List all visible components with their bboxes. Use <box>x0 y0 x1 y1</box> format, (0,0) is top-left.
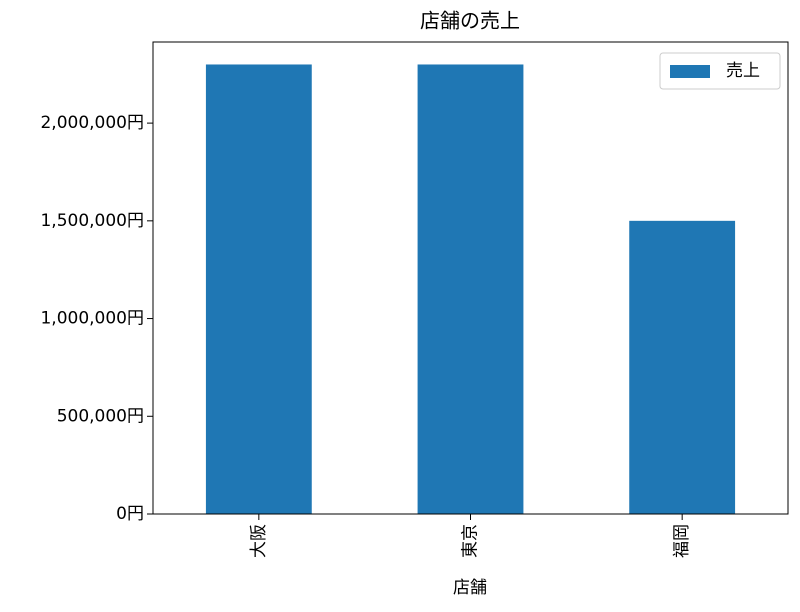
y-tick-label: 0円 <box>116 504 144 524</box>
plot-frame <box>152 41 789 515</box>
y-tick-label: 500,000円 <box>57 406 144 426</box>
chart-title: 店舗の売上 <box>420 9 520 33</box>
legend-swatch <box>670 65 710 78</box>
bar <box>629 220 736 515</box>
y-tick-label: 1,500,000円 <box>40 211 144 231</box>
x-tick-label: 福岡 <box>672 524 692 558</box>
legend: 売上 <box>659 52 781 90</box>
x-axis-label: 店舗 <box>453 578 487 598</box>
x-tick-label: 東京 <box>461 524 481 558</box>
legend-frame <box>659 52 781 90</box>
bar <box>205 64 312 514</box>
legend-label: 売上 <box>726 61 760 81</box>
y-tick-label: 1,000,000円 <box>40 309 144 329</box>
bar <box>417 64 524 514</box>
y-tick-label: 2,000,000円 <box>40 113 144 133</box>
x-tick-label: 大阪 <box>249 524 269 558</box>
